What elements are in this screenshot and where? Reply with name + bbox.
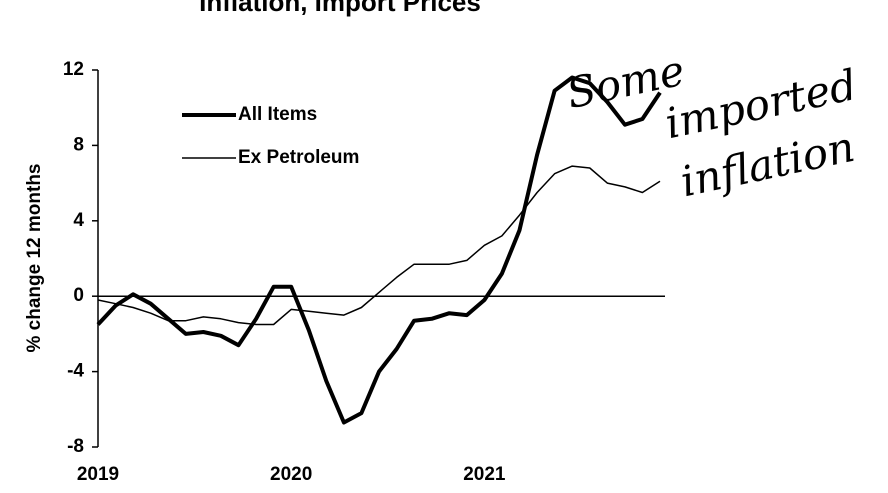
y-tick-label: 12 xyxy=(63,59,84,80)
chart-title: Inflation, Import Prices xyxy=(199,0,481,17)
annotation: Some imported inflation xyxy=(562,46,861,207)
series-line xyxy=(96,75,662,425)
y-tick-label: -8 xyxy=(67,436,84,457)
series-line xyxy=(97,165,661,326)
y-tick-label: 4 xyxy=(73,210,84,231)
x-tick-label: 2020 xyxy=(270,464,312,485)
y-tick-label: 0 xyxy=(73,285,84,306)
legend-label: All Items xyxy=(238,104,317,125)
x-tick-label: 2019 xyxy=(77,464,119,485)
y-tick-label: -4 xyxy=(67,361,84,382)
y-tick-label: 8 xyxy=(73,134,84,155)
x-tick-label: 2021 xyxy=(463,464,506,485)
legend-label: Ex Petroleum xyxy=(238,147,359,168)
y-axis-label: % change 12 months xyxy=(24,164,45,353)
